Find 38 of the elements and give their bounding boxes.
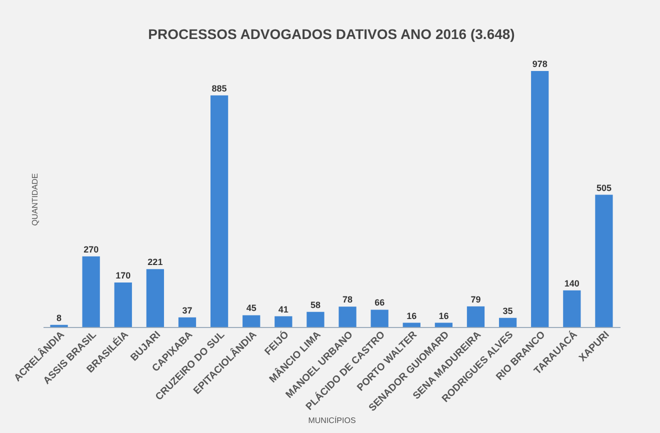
bar [370,310,388,327]
data-label: 78 [342,294,353,305]
data-label: 270 [84,244,99,254]
y-axis-title: QUANTIDADE [30,173,40,226]
bar [595,194,613,327]
bar [114,282,132,327]
x-axis-title: MUNICÍPIOS [308,416,356,426]
chart-title: PROCESSOS ADVOGADOS DATIVOS ANO 2016 (3.648) [148,26,515,42]
bar [563,290,581,327]
bar [242,315,260,327]
data-label: 35 [502,306,513,316]
bar [338,306,356,327]
data-label: 45 [246,303,256,314]
bar [210,95,228,327]
data-label: 505 [596,182,612,193]
data-label: 170 [116,270,131,280]
bar [402,322,420,327]
data-label: 79 [470,294,481,304]
bar [82,256,100,327]
data-label: 885 [212,83,227,94]
bar [306,312,324,327]
data-label: 978 [532,59,548,69]
bar [466,306,485,327]
data-label: 221 [148,257,163,268]
data-label: 16 [438,310,449,321]
bar [498,318,517,327]
bar [146,269,164,327]
bar [434,322,453,327]
data-label: 58 [310,300,320,310]
bar [531,71,549,327]
data-label: 8 [56,312,62,323]
data-label: 140 [564,278,580,288]
data-label: 37 [182,305,192,316]
bar [178,317,196,327]
data-label: 66 [374,298,385,308]
data-label: 16 [406,310,417,321]
data-label: 41 [278,304,288,314]
bar [274,316,292,327]
